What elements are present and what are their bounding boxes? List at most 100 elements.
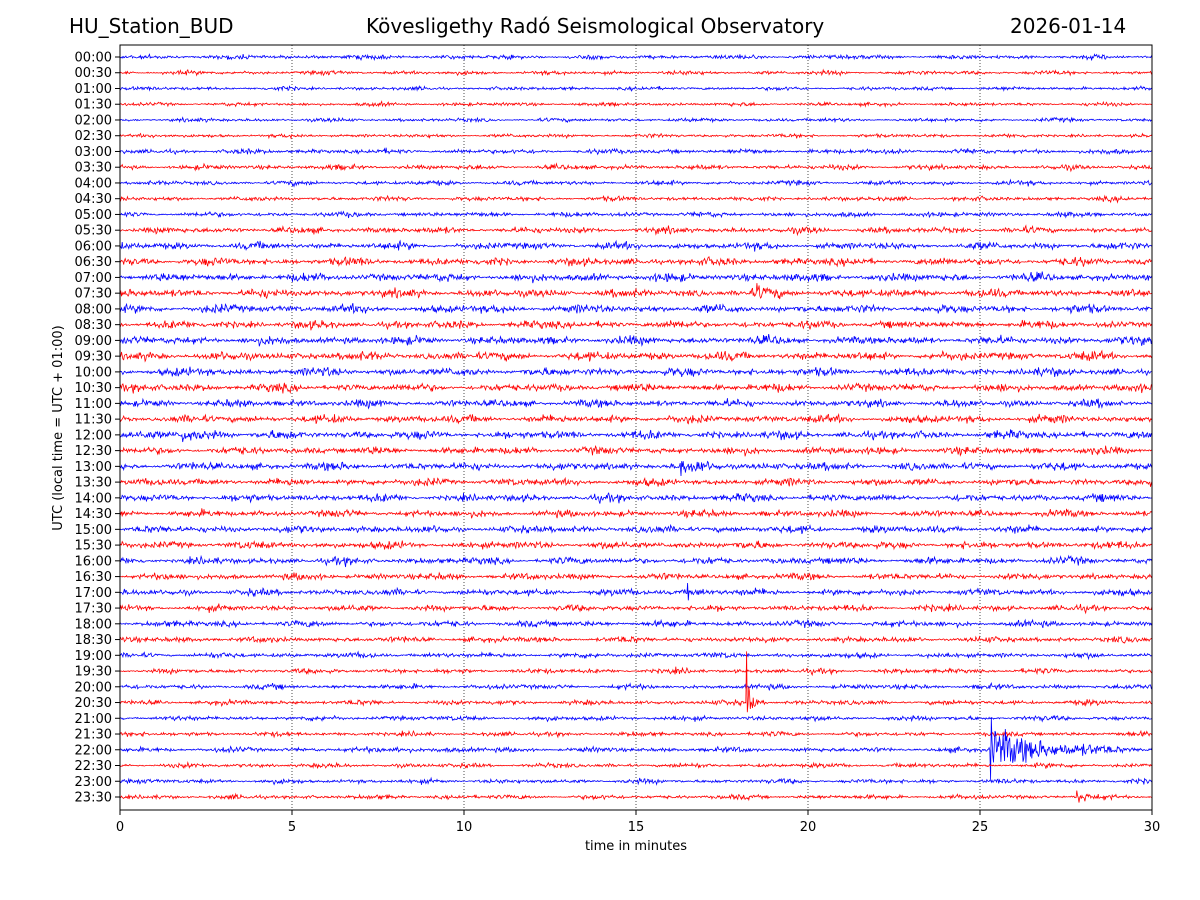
y-tick-label: 01:30 bbox=[75, 98, 112, 113]
trace-0600 bbox=[119, 239, 1153, 252]
trace-1500 bbox=[119, 523, 1153, 535]
y-tick-label: 18:30 bbox=[75, 633, 112, 648]
y-tick-label: 04:30 bbox=[75, 192, 112, 207]
trace-0400 bbox=[119, 178, 1153, 188]
station-name: HU_Station_BUD bbox=[69, 14, 234, 38]
y-tick-label: 13:00 bbox=[75, 460, 112, 475]
trace-2100 bbox=[119, 714, 1153, 723]
y-tick-label: 15:00 bbox=[75, 523, 112, 538]
x-tick-label: 20 bbox=[800, 820, 817, 835]
x-tick-label: 10 bbox=[456, 820, 473, 835]
trace-0730 bbox=[119, 283, 1153, 300]
y-tick-label: 10:00 bbox=[75, 365, 112, 380]
y-tick-label: 05:00 bbox=[75, 208, 112, 223]
trace-0030 bbox=[119, 68, 1153, 77]
x-tick-label: 15 bbox=[628, 820, 645, 835]
y-tick-label: 11:00 bbox=[75, 397, 112, 412]
trace-1200 bbox=[119, 429, 1153, 443]
y-tick-label: 06:30 bbox=[75, 255, 112, 270]
y-tick-label: 00:30 bbox=[75, 66, 112, 81]
y-tick-label: 16:00 bbox=[75, 554, 112, 569]
y-tick-label: 12:00 bbox=[75, 428, 112, 443]
y-tick-label: 22:30 bbox=[75, 759, 112, 774]
trace-1530 bbox=[119, 540, 1153, 551]
trace-0800 bbox=[119, 302, 1153, 315]
trace-0500 bbox=[119, 210, 1153, 219]
trace-1900 bbox=[119, 650, 1153, 661]
trace-2130 bbox=[119, 729, 1153, 739]
trace-0700 bbox=[119, 271, 1153, 284]
trace-1100 bbox=[119, 397, 1153, 410]
trace-0130 bbox=[119, 100, 1153, 108]
y-tick-label: 03:00 bbox=[75, 145, 112, 160]
trace-1800 bbox=[119, 618, 1153, 629]
y-tick-label: 14:00 bbox=[75, 491, 112, 506]
trace-1000 bbox=[119, 366, 1152, 378]
trace-2200 bbox=[119, 717, 1153, 780]
y-tick-label: 18:00 bbox=[75, 617, 112, 632]
y-tick-label: 05:30 bbox=[75, 224, 112, 239]
y-tick-label: 07:00 bbox=[75, 271, 112, 286]
chart-date: 2026-01-14 bbox=[1010, 14, 1127, 38]
y-tick-label: 23:00 bbox=[75, 775, 112, 790]
y-tick-label: 20:00 bbox=[75, 680, 112, 695]
y-tick-label: 19:30 bbox=[75, 665, 112, 680]
trace-1930 bbox=[119, 666, 1153, 677]
trace-0830 bbox=[119, 319, 1153, 331]
trace-1300 bbox=[119, 460, 1153, 477]
y-tick-label: 17:00 bbox=[75, 586, 112, 601]
trace-0630 bbox=[119, 256, 1153, 268]
trace-0330 bbox=[119, 162, 1153, 173]
y-tick-label: 21:30 bbox=[75, 728, 112, 743]
trace-2230 bbox=[119, 761, 1153, 769]
trace-1130 bbox=[119, 412, 1153, 425]
trace-1700 bbox=[119, 582, 1153, 601]
y-tick-label: 21:00 bbox=[75, 712, 112, 727]
chart-title: Kövesligethy Radó Seismological Observat… bbox=[366, 14, 825, 38]
y-tick-label: 02:30 bbox=[75, 129, 112, 144]
y-tick-label: 02:00 bbox=[75, 113, 112, 128]
trace-1430 bbox=[119, 508, 1153, 519]
trace-2300 bbox=[119, 776, 1153, 786]
y-tick-label: 16:30 bbox=[75, 570, 112, 585]
x-tick-label: 0 bbox=[116, 820, 124, 835]
trace-0930 bbox=[119, 349, 1153, 363]
x-axis-label: time in minutes bbox=[585, 839, 687, 854]
y-tick-label: 13:30 bbox=[75, 476, 112, 491]
trace-1030 bbox=[119, 382, 1153, 394]
trace-0900 bbox=[119, 334, 1153, 347]
trace-1730 bbox=[119, 603, 1153, 615]
y-tick-label: 22:00 bbox=[75, 743, 112, 758]
x-tick-label: 30 bbox=[1144, 820, 1161, 835]
y-tick-label: 01:00 bbox=[75, 82, 112, 97]
trace-1830 bbox=[119, 635, 1153, 644]
trace-2000 bbox=[119, 681, 1153, 692]
trace-1230 bbox=[119, 444, 1152, 457]
y-tick-label: 04:00 bbox=[75, 176, 112, 191]
y-tick-label: 12:30 bbox=[75, 444, 112, 459]
y-tick-label: 17:30 bbox=[75, 602, 112, 617]
y-tick-label: 23:30 bbox=[75, 791, 112, 806]
y-tick-label: 10:30 bbox=[75, 381, 112, 396]
trace-1600 bbox=[119, 554, 1153, 568]
y-tick-label: 07:30 bbox=[75, 287, 112, 302]
y-tick-label: 20:30 bbox=[75, 696, 112, 711]
y-tick-label: 03:30 bbox=[75, 161, 112, 176]
trace-0530 bbox=[119, 224, 1153, 237]
y-tick-label: 00:00 bbox=[75, 51, 112, 66]
trace-0230 bbox=[119, 132, 1153, 140]
trace-1330 bbox=[119, 476, 1153, 487]
y-tick-label: 09:00 bbox=[75, 334, 112, 349]
x-tick-label: 25 bbox=[972, 820, 989, 835]
trace-0300 bbox=[119, 147, 1153, 156]
y-tick-label: 09:30 bbox=[75, 350, 112, 365]
y-tick-label: 15:30 bbox=[75, 539, 112, 554]
trace-0200 bbox=[119, 116, 1153, 124]
y-tick-label: 14:30 bbox=[75, 507, 112, 522]
x-tick-label: 5 bbox=[288, 820, 296, 835]
trace-2330 bbox=[119, 790, 1153, 803]
y-tick-label: 11:30 bbox=[75, 413, 112, 428]
trace-0430 bbox=[119, 194, 1153, 204]
trace-0000 bbox=[119, 53, 1153, 62]
